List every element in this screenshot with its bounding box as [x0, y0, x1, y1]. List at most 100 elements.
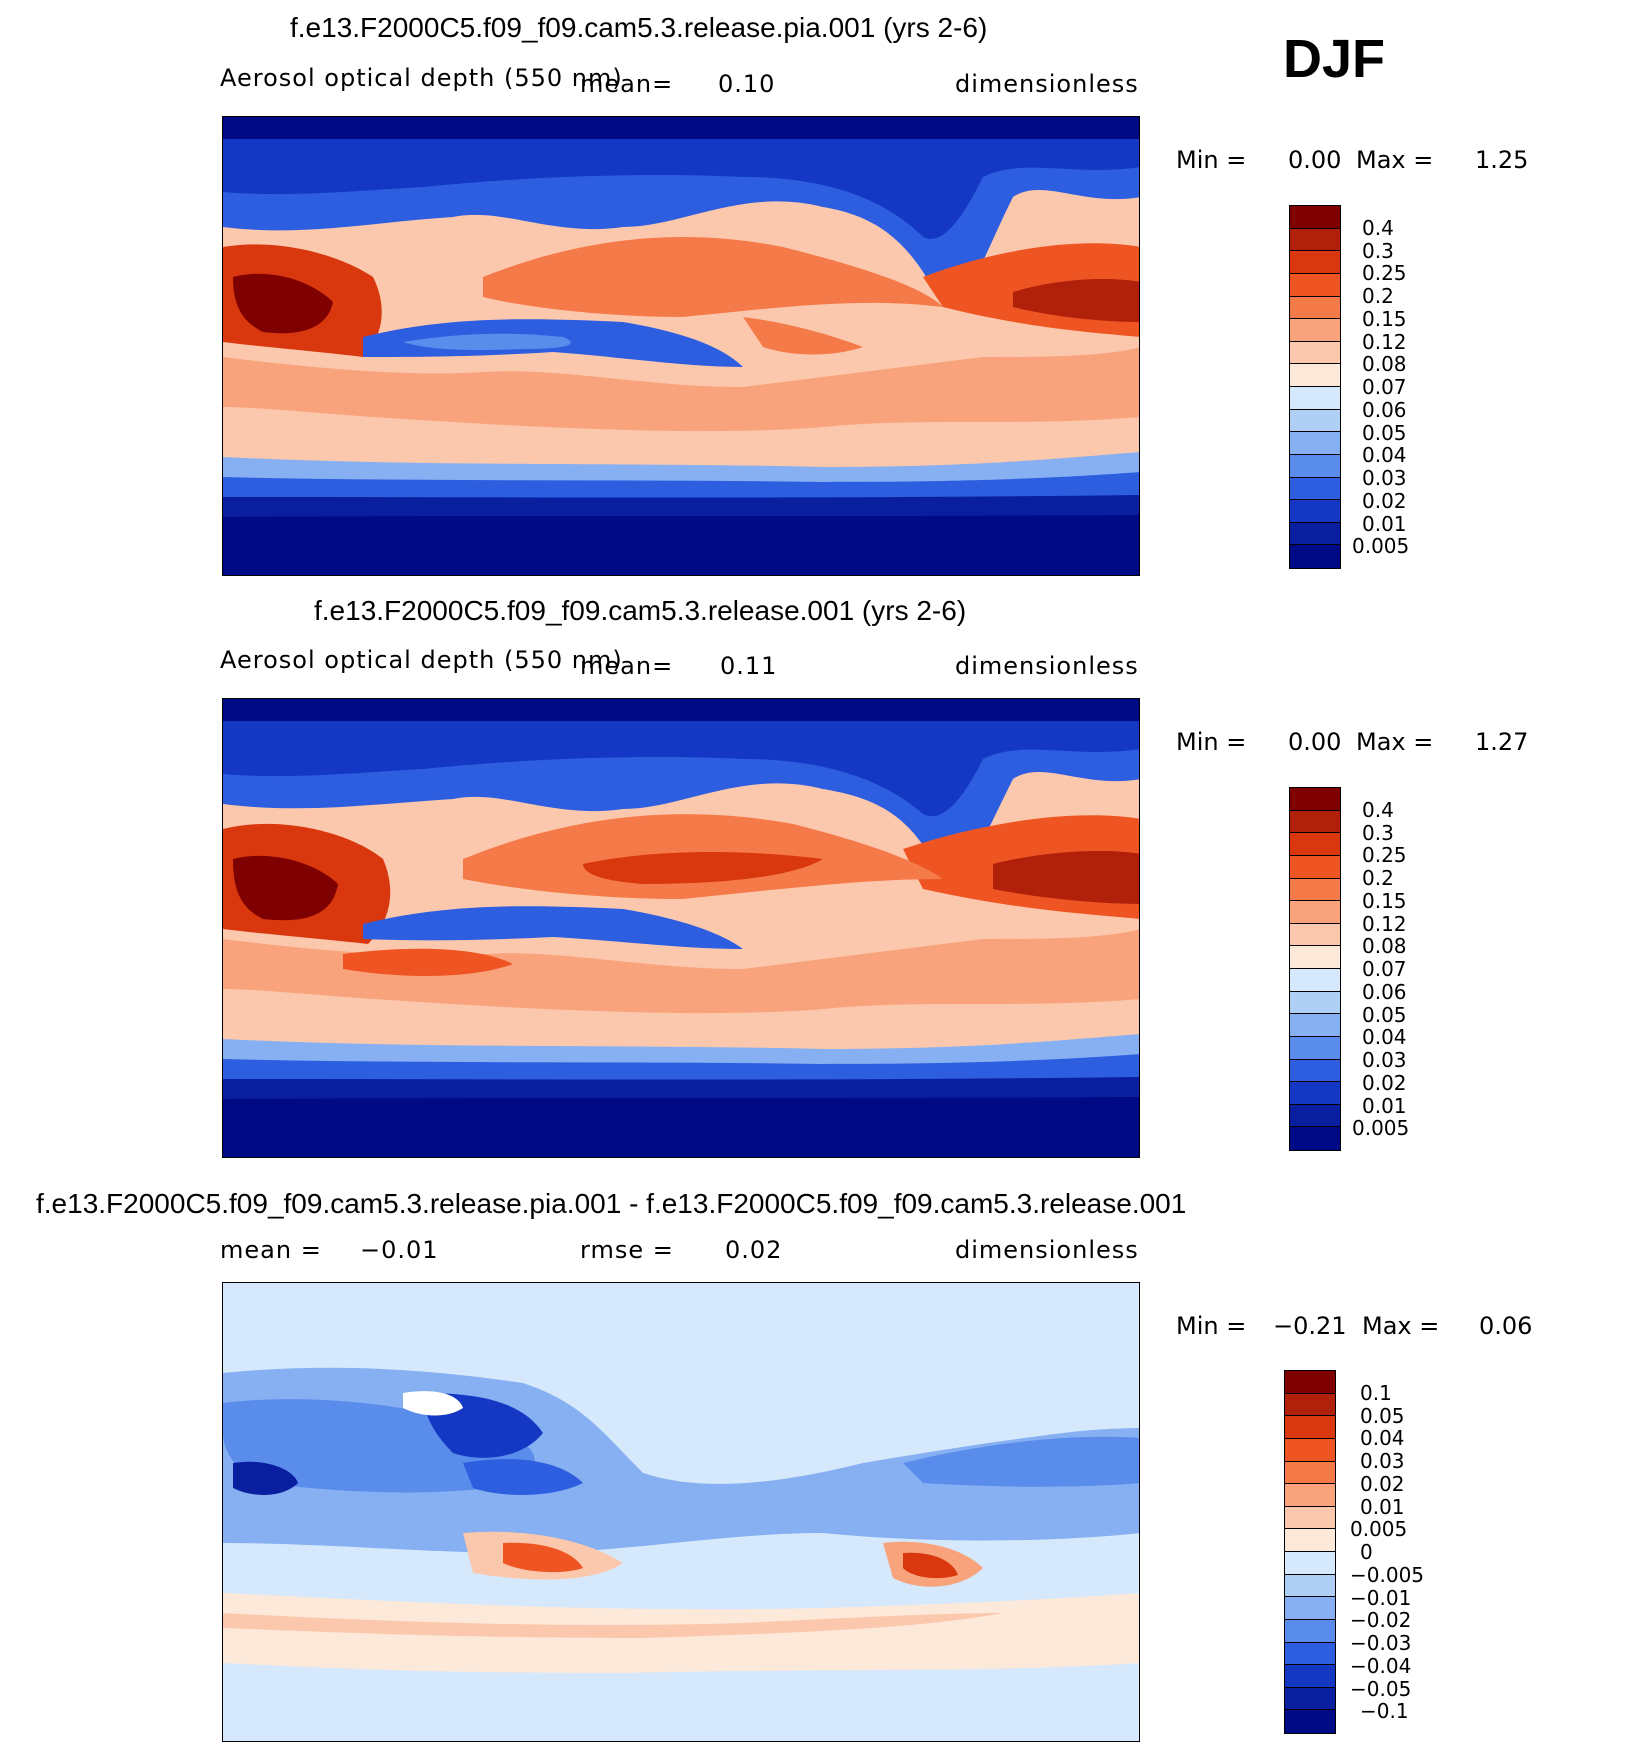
panel1-map-field — [223, 117, 1139, 575]
panel1-max-value: 1.25 — [1475, 146, 1529, 174]
panel3-colorbar — [1284, 1370, 1336, 1734]
panel1-mean-label: mean= — [580, 70, 674, 98]
panel3-rmse-value: 0.02 — [725, 1236, 783, 1264]
colorbar-swatch — [1290, 1127, 1340, 1150]
colorbar-swatch — [1290, 364, 1340, 387]
colorbar-swatch — [1290, 991, 1340, 1015]
panel1-map — [222, 116, 1140, 576]
colorbar-swatch — [1290, 522, 1340, 546]
colorbar-level-label: 0.03 — [1362, 466, 1407, 490]
colorbar-level-label: −0.005 — [1350, 1562, 1425, 1587]
panel2-map — [222, 698, 1140, 1158]
colorbar-level-label: 0.08 — [1362, 352, 1407, 377]
colorbar-level-label: 0.12 — [1362, 329, 1407, 354]
colorbar-swatch — [1285, 1574, 1335, 1598]
colorbar-level-label: 0.15 — [1362, 306, 1407, 331]
colorbar-swatch — [1290, 788, 1340, 811]
colorbar-level-label: 0.2 — [1362, 284, 1394, 308]
panel3-max-label: Max = — [1362, 1312, 1440, 1340]
colorbar-level-label: −0.1 — [1360, 1699, 1409, 1724]
colorbar-level-label: 0.01 — [1362, 511, 1407, 536]
colorbar-level-label: 0.01 — [1360, 1494, 1405, 1519]
colorbar-level-label: 0.07 — [1362, 375, 1407, 399]
panel3-min-label: Min = — [1176, 1312, 1247, 1340]
colorbar-swatch — [1290, 1082, 1340, 1105]
colorbar-swatch — [1285, 1597, 1335, 1620]
panel3-rmse-label: rmse = — [580, 1236, 674, 1264]
colorbar-swatch — [1290, 1014, 1340, 1037]
panel1-colorbar-labels: 0.4 0.3 0.25 0.2 0.15 0.12 0.08 0.07 0.06 0.05 0.0… — [1352, 205, 1432, 569]
colorbar-swatch — [1285, 1484, 1335, 1507]
colorbar-swatch — [1285, 1642, 1335, 1666]
panel1-units: dimensionless — [955, 70, 1139, 98]
panel3-title: f.e13.F2000C5.f09_f09.cam5.3.release.pia… — [36, 1188, 1187, 1219]
colorbar-swatch — [1285, 1665, 1335, 1688]
colorbar-level-label: 0.25 — [1362, 843, 1407, 868]
colorbar-level-label: 0.06 — [1362, 979, 1407, 1004]
colorbar-level-label: 0.3 — [1362, 820, 1394, 845]
colorbar-swatch — [1290, 946, 1340, 969]
colorbar-level-label: −0.01 — [1350, 1585, 1412, 1610]
colorbar-swatch — [1290, 454, 1340, 478]
colorbar-level-label: −0.02 — [1350, 1608, 1412, 1633]
panel1-mean-value: 0.10 — [718, 70, 776, 98]
panel2-mean-label: mean= — [580, 652, 674, 680]
colorbar-level-label: 0.02 — [1362, 1070, 1407, 1095]
colorbar-level-label: 0.02 — [1362, 488, 1407, 513]
colorbar-level-label: 0.4 — [1362, 797, 1394, 822]
colorbar-swatch — [1290, 1036, 1340, 1060]
panel2-min-value: 0.00 — [1288, 728, 1342, 756]
colorbar-swatch — [1290, 923, 1340, 947]
colorbar-swatch — [1290, 432, 1340, 455]
colorbar-swatch — [1290, 206, 1340, 229]
colorbar-level-label: 0.07 — [1362, 957, 1407, 981]
colorbar-swatch — [1285, 1438, 1335, 1462]
colorbar-swatch — [1290, 387, 1340, 410]
colorbar-level-label: 0.005 — [1352, 534, 1410, 559]
season-label: DJF — [1283, 29, 1386, 89]
colorbar-swatch — [1290, 341, 1340, 365]
panel3-max-value: 0.06 — [1479, 1312, 1533, 1340]
colorbar-level-label: 0.4 — [1362, 215, 1394, 240]
panel1-title: f.e13.F2000C5.f09_f09.cam5.3.release.pia… — [290, 12, 988, 43]
panel2-colorbar — [1289, 787, 1341, 1151]
colorbar-level-label: 0.03 — [1362, 1048, 1407, 1072]
colorbar-level-label: 0.05 — [1362, 420, 1407, 445]
colorbar-swatch — [1285, 1461, 1335, 1485]
colorbar-swatch — [1290, 855, 1340, 879]
colorbar-swatch — [1290, 1059, 1340, 1083]
colorbar-level-label: 0.2 — [1362, 866, 1394, 890]
colorbar-level-label: 0.15 — [1362, 888, 1407, 913]
colorbar-swatch — [1285, 1619, 1335, 1643]
colorbar-swatch — [1290, 228, 1340, 252]
colorbar-swatch — [1290, 273, 1340, 297]
panel1-min-label: Min = — [1176, 146, 1247, 174]
panel3-mean-value: −0.01 — [360, 1236, 439, 1264]
panel2-variable: Aerosol optical depth (550 nm) — [220, 646, 623, 674]
panel2-max-label: Max = — [1356, 728, 1434, 756]
colorbar-swatch — [1290, 409, 1340, 433]
colorbar-swatch — [1285, 1687, 1335, 1711]
panel2-min-label: Min = — [1176, 728, 1247, 756]
panel3-units: dimensionless — [955, 1236, 1139, 1264]
panel3-map-field — [223, 1283, 1139, 1741]
colorbar-swatch — [1290, 545, 1340, 568]
colorbar-level-label: 0.05 — [1362, 1002, 1407, 1027]
colorbar-swatch — [1290, 319, 1340, 342]
panel3-map — [222, 1282, 1140, 1742]
colorbar-level-label: 0.01 — [1362, 1093, 1407, 1118]
colorbar-level-label: 0.005 — [1350, 1517, 1408, 1542]
colorbar-swatch — [1285, 1552, 1335, 1575]
colorbar-swatch — [1285, 1416, 1335, 1439]
panel3-min-value: −0.21 — [1273, 1312, 1347, 1340]
panel1-min-value: 0.00 — [1288, 146, 1342, 174]
panel3-colorbar-labels: 0.1 0.05 0.04 0.03 0.02 0.01 0.005 0 −0.005 −0.01… — [1350, 1370, 1450, 1734]
colorbar-swatch — [1290, 500, 1340, 523]
colorbar-level-label: 0.3 — [1362, 238, 1394, 263]
colorbar-level-label: −0.05 — [1350, 1676, 1412, 1701]
colorbar-swatch — [1285, 1506, 1335, 1530]
panel1-colorbar — [1289, 205, 1341, 569]
colorbar-swatch — [1290, 901, 1340, 924]
colorbar-level-label: 0.03 — [1360, 1449, 1405, 1473]
panel2-max-value: 1.27 — [1475, 728, 1529, 756]
